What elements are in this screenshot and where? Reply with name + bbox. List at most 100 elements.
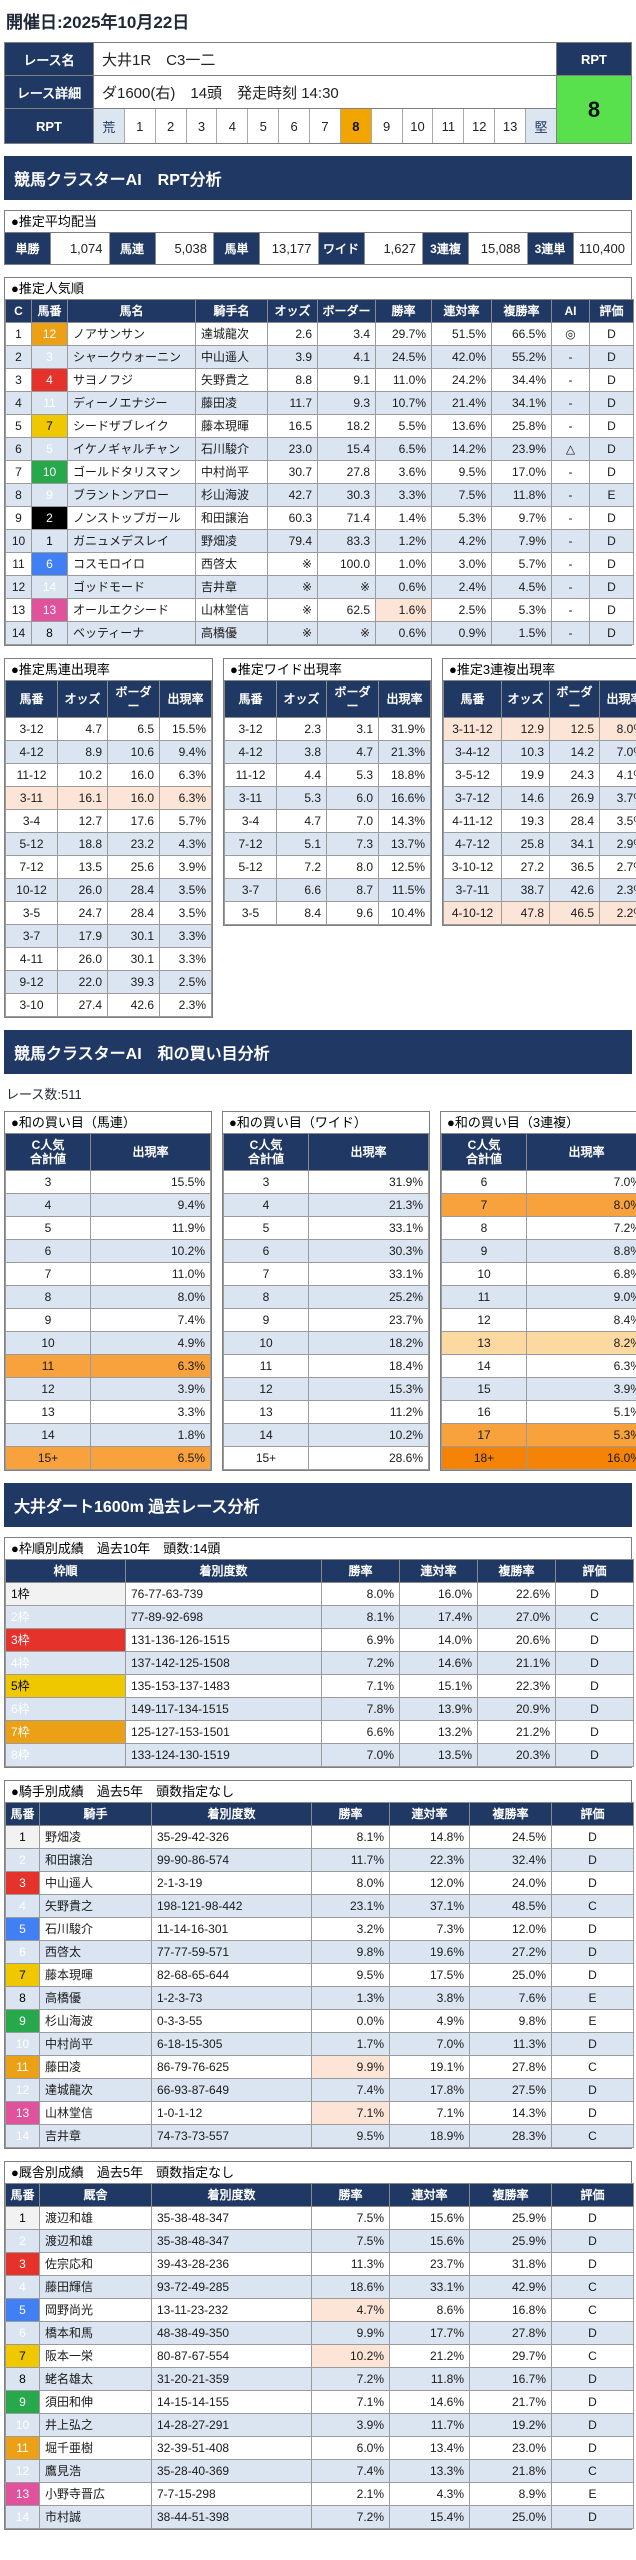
table-row: 5 石川駿介 11-14-16-301 3.2% 7.3% 12.0% D [5, 1917, 634, 1941]
rpt-scale-cell: 4 [217, 109, 249, 143]
pair-cell: 4-7-12 [443, 832, 502, 856]
odds-cell: 79.4 [267, 529, 318, 553]
border-cell: 7.3 [326, 832, 379, 856]
name-cell: ブラントンアロー [67, 483, 196, 507]
payout-value: 1,074 [51, 233, 110, 264]
odds-cell: 12.9 [501, 717, 550, 741]
odds-cell: 11.7 [267, 391, 318, 415]
eval-cell: D [551, 2229, 634, 2253]
win-cell: 3.2% [311, 1917, 390, 1941]
pair-cell: 4-11-12 [443, 809, 502, 833]
stable-results-body: 1 渡辺和雄 35-38-48-347 7.5% 15.6% 25.9% D 2 渡辺和雄 35-… [5, 2206, 634, 2529]
name-cell: 藤田輝信 [39, 2275, 152, 2299]
eval-cell: D [589, 529, 634, 553]
ren-cell: 3.8% [389, 1986, 470, 2010]
table-row: 4 藤田輝信 93-72-49-285 18.6% 33.1% 42.9% C [5, 2275, 634, 2299]
pair-cell: 3-5 [5, 901, 58, 925]
fuku-cell: 11.3% [469, 2032, 552, 2056]
race-count: レース数:511 [6, 1087, 82, 1102]
table-row: 12 14 ゴッドモード 吉井章 ※ ※ 0.6% 2.4% 4.5% - D [5, 575, 634, 599]
table-row: 3-5 8.4 9.6 10.4% [224, 901, 431, 925]
rpt-scale-cell: 6 [279, 109, 311, 143]
table-row: 9 須田和伸 14-15-14-155 7.1% 14.6% 21.7% D [5, 2390, 634, 2414]
record-cell: 14-15-14-155 [151, 2390, 312, 2414]
border-cell: 30.3 [317, 483, 376, 507]
eval-cell: D [555, 1582, 634, 1606]
odds-cell: 3.9 [267, 345, 318, 369]
label-cell: 5枠 [5, 1674, 126, 1698]
ren-cell: 4.3% [389, 2482, 470, 2506]
table-row: 2枠 77-89-92-698 8.1% 17.4% 27.0% C [5, 1605, 634, 1629]
odds-cell: 27.4 [57, 993, 108, 1017]
sum-cell: 3 [223, 1170, 309, 1194]
table-row: 7-12 13.5 25.6 3.9% [5, 855, 212, 879]
rpt-row-label: RPT [5, 109, 93, 143]
rate-cell: 6.3% [90, 1354, 211, 1378]
rate-cell: 2.3% [159, 993, 212, 1017]
border-cell: 42.6 [107, 993, 160, 1017]
border-cell: 26.9 [549, 786, 600, 810]
record-cell: 82-68-65-644 [151, 1963, 312, 1987]
record-cell: 38-44-51-398 [151, 2505, 312, 2529]
column-header: 勝率 [321, 1559, 400, 1583]
rate-cell: 3.5% [159, 878, 212, 902]
ren-cell: 21.4% [431, 391, 492, 415]
ai-cell: - [551, 575, 590, 599]
num-cell: 6 [5, 1940, 40, 1964]
table-row: 7 10 ゴールドタリスマン 中村尚平 30.7 27.8 3.6% 9.5% 17.0% - D [5, 460, 634, 484]
table-row: 138.2% [441, 1331, 636, 1355]
eval-cell: D [551, 2206, 634, 2230]
sum-cell: 9 [223, 1308, 309, 1332]
odds-cell: 16.1 [57, 786, 108, 810]
table-row: 3-10 27.4 42.6 2.3% [5, 993, 212, 1017]
ren-cell: 17.7% [389, 2321, 470, 2345]
win-cell: 1.2% [375, 529, 432, 553]
c-cell: 9 [5, 506, 32, 530]
border-cell: 9.1 [317, 368, 376, 392]
c-cell: 13 [5, 598, 32, 622]
table-row: 15+ 28.6% [223, 1446, 429, 1470]
name-cell: シードザブレイク [67, 414, 196, 438]
fuku-cell: 19.2% [469, 2413, 552, 2437]
border-cell: ※ [317, 575, 376, 599]
border-cell: 15.4 [317, 437, 376, 461]
label-cell: 8枠 [5, 1743, 126, 1767]
eval-cell: D [551, 2252, 634, 2276]
rate-cell: 7.0% [526, 1170, 636, 1194]
odds-cell: 22.0 [57, 970, 108, 994]
num-cell: 4 [31, 368, 68, 392]
sum-cell: 4 [223, 1193, 309, 1217]
win-cell: 7.4% [311, 2078, 390, 2102]
num-cell: 8 [31, 621, 68, 645]
column-header: ボーダー [326, 680, 379, 718]
rate-cell: 2.9% [599, 832, 636, 856]
record-cell: 14-28-27-291 [151, 2413, 312, 2437]
column-header: AI [551, 299, 590, 323]
border-cell: 71.4 [317, 506, 376, 530]
wide-rate-title: ●推定ワイド出現率 [230, 662, 342, 677]
fuku-cell: 34.1% [491, 391, 552, 415]
rate-cell: 3.9% [90, 1377, 211, 1401]
eval-cell: D [589, 621, 634, 645]
rate-cell: 8.0% [90, 1285, 211, 1309]
odds-cell: 60.3 [267, 506, 318, 530]
column-header: 馬番 [5, 2183, 40, 2207]
rate-cell: 16.6% [378, 786, 431, 810]
fuku-cell: 20.3% [477, 1743, 556, 1767]
win-cell: 7.1% [321, 1674, 400, 1698]
name-cell: 岡野尚光 [39, 2298, 152, 2322]
win-cell: 11.7% [311, 1848, 390, 1872]
label-cell: 2枠 [5, 1605, 126, 1629]
table-row: 1 12 ノアサンサン 達城龍次 2.6 3.4 29.7% 51.5% 66.5% ◎ D [5, 322, 634, 346]
column-header: 出現率 [526, 1133, 636, 1171]
fuku-cell: 7.9% [491, 529, 552, 553]
table-row: 2 和田譲治 99-90-86-574 11.7% 22.3% 32.4% D [5, 1848, 634, 1872]
odds-cell: 24.7 [57, 901, 108, 925]
name-cell: 須田和伸 [39, 2390, 152, 2414]
win-cell: 8.0% [311, 1871, 390, 1895]
odds-cell: 30.7 [267, 460, 318, 484]
rate-cell: 14.3% [378, 809, 431, 833]
name-cell: ベッティーナ [67, 621, 196, 645]
name-cell: ガニュメデスレイ [67, 529, 196, 553]
